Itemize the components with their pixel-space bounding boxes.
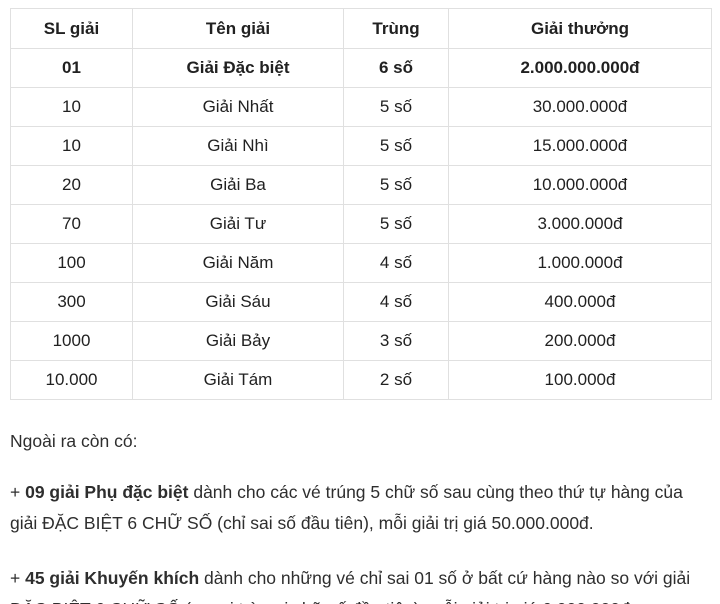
table-cell: 4 số	[343, 243, 449, 283]
note-bold-label: 45 giải Khuyến khích	[25, 568, 200, 588]
table-cell: 15.000.000đ	[448, 126, 712, 166]
table-cell: 100.000đ	[448, 360, 712, 400]
column-header: SL giải	[10, 8, 133, 49]
table-header-row: SL giải Tên giải Trùng Giải thưởng	[10, 8, 712, 49]
table-cell: Giải Ba	[132, 165, 344, 205]
table-cell: 3 số	[343, 321, 449, 361]
table-cell: Giải Tư	[132, 204, 344, 244]
table-cell: 300	[10, 282, 133, 322]
prize-table: SL giải Tên giải Trùng Giải thưởng 01 Giải Đ…	[10, 8, 712, 400]
table-cell: 200.000đ	[448, 321, 712, 361]
table-cell: 400.000đ	[448, 282, 712, 322]
table-cell: 01	[10, 48, 133, 88]
table-cell: 2 số	[343, 360, 449, 400]
note-text: dành cho những vé chỉ sai 01 số ở bất cứ…	[10, 568, 691, 604]
table-cell: 100	[10, 243, 133, 283]
table-cell: 5 số	[343, 204, 449, 244]
table-cell: 30.000.000đ	[448, 87, 712, 127]
column-header: Giải thưởng	[448, 8, 712, 49]
note-text: dành cho các vé trúng 5 chữ số sau cùng …	[10, 482, 683, 533]
table-cell: Giải Đặc biệt	[132, 48, 344, 88]
notes-intro: Ngoài ra còn có:	[10, 431, 138, 451]
table-row: 10 Giải Nhì 5 số 15.000.000đ	[10, 126, 712, 166]
table-cell: 20	[10, 165, 133, 205]
table-cell: 1000	[10, 321, 133, 361]
table-cell: 2.000.000.000đ	[448, 48, 712, 88]
table-cell: 5 số	[343, 126, 449, 166]
notes-section: Ngoài ra còn có: + 09 giải Phụ đặc biệt …	[10, 429, 710, 604]
note-item: + 45 giải Khuyến khích dành cho những vé…	[10, 563, 710, 604]
table-row: 10 Giải Nhất 5 số 30.000.000đ	[10, 87, 712, 127]
table-cell: 1.000.000đ	[448, 243, 712, 283]
note-item: + 09 giải Phụ đặc biệt dành cho các vé t…	[10, 477, 710, 539]
table-cell: 6 số	[343, 48, 449, 88]
column-header: Tên giải	[132, 8, 344, 49]
table-cell: 4 số	[343, 282, 449, 322]
table-cell: 10	[10, 126, 133, 166]
table-row: 1000 Giải Bảy 3 số 200.000đ	[10, 321, 712, 361]
table-cell: Giải Năm	[132, 243, 344, 283]
table-cell: 10	[10, 87, 133, 127]
table-row: 100 Giải Năm 4 số 1.000.000đ	[10, 243, 712, 283]
table-row: 70 Giải Tư 5 số 3.000.000đ	[10, 204, 712, 244]
table-row: 300 Giải Sáu 4 số 400.000đ	[10, 282, 712, 322]
table-cell: 10.000.000đ	[448, 165, 712, 205]
table-cell: Giải Sáu	[132, 282, 344, 322]
table-cell: Giải Tám	[132, 360, 344, 400]
note-bold-label: 09 giải Phụ đặc biệt	[25, 482, 189, 502]
table-cell: 10.000	[10, 360, 133, 400]
note-prefix: +	[10, 482, 26, 502]
table-cell: 5 số	[343, 165, 449, 205]
table-cell: Giải Nhất	[132, 87, 344, 127]
note-prefix: +	[10, 568, 26, 588]
table-cell: Giải Bảy	[132, 321, 344, 361]
table-cell: Giải Nhì	[132, 126, 344, 166]
table-cell: 3.000.000đ	[448, 204, 712, 244]
table-cell: 5 số	[343, 87, 449, 127]
table-cell: 70	[10, 204, 133, 244]
table-row: 10.000 Giải Tám 2 số 100.000đ	[10, 360, 712, 400]
table-row: 01 Giải Đặc biệt 6 số 2.000.000.000đ	[10, 48, 712, 88]
column-header: Trùng	[343, 8, 449, 49]
notes-list: + 09 giải Phụ đặc biệt dành cho các vé t…	[10, 477, 710, 604]
table-row: 20 Giải Ba 5 số 10.000.000đ	[10, 165, 712, 205]
